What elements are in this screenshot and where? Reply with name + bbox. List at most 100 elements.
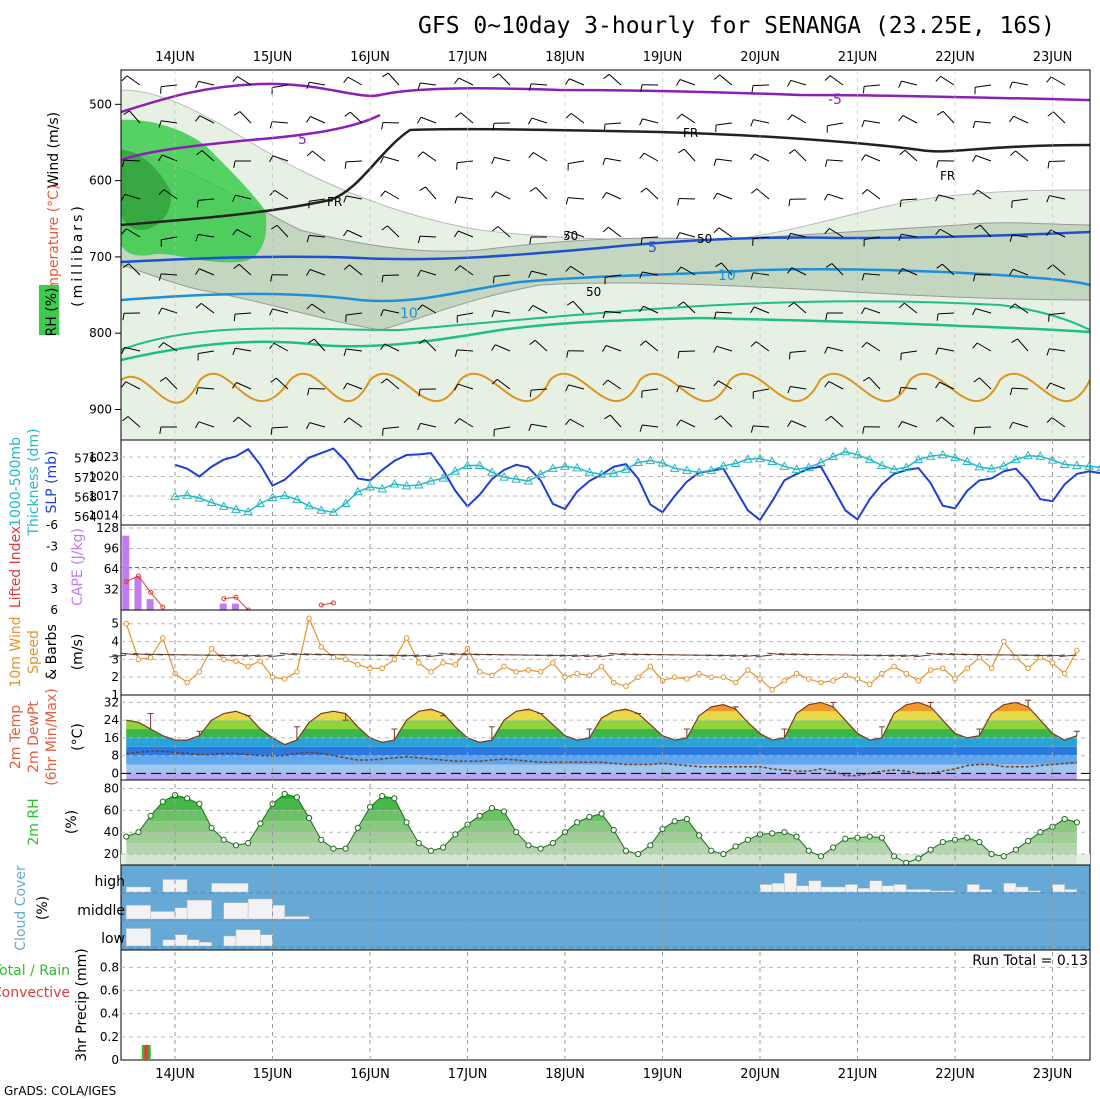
wind-barb-flag bbox=[158, 307, 163, 315]
wind-barb-flag bbox=[861, 273, 865, 281]
wind-barb bbox=[457, 383, 474, 390]
wind-barb-flag bbox=[270, 377, 277, 383]
cape-tick-label: 64 bbox=[104, 562, 119, 576]
wind-barb-flag bbox=[195, 234, 199, 242]
wind-barb-flag bbox=[195, 115, 201, 122]
wind-barb bbox=[309, 198, 326, 202]
wind-speed-point bbox=[1000, 638, 1007, 645]
wind-barb bbox=[198, 421, 215, 428]
wind-barb bbox=[642, 388, 659, 392]
cloud-high-bar bbox=[796, 885, 809, 893]
wind-barb-flag bbox=[861, 189, 868, 195]
wind-barb-10m bbox=[1046, 654, 1065, 657]
run-total: Run Total = 0.13 bbox=[972, 953, 1088, 969]
pressure-tick-label: 600 bbox=[89, 174, 112, 188]
rh-point bbox=[257, 820, 264, 827]
cloud-middle-bar bbox=[150, 911, 176, 920]
wind-barb-flag bbox=[566, 300, 574, 306]
thickness-point bbox=[450, 466, 461, 475]
wind-barb bbox=[459, 418, 474, 428]
rh-point bbox=[220, 836, 227, 843]
rh-humid-center bbox=[121, 150, 171, 230]
wind-barb bbox=[127, 416, 141, 428]
cloud-units-label: (%) bbox=[35, 896, 51, 920]
wind-barb bbox=[939, 381, 955, 390]
wind-barb bbox=[904, 302, 918, 314]
wind-barb-10m bbox=[559, 654, 578, 657]
wind-barb-flag bbox=[676, 232, 681, 240]
wind-barb-flag bbox=[640, 84, 643, 92]
wind-barb bbox=[346, 348, 363, 352]
wind-barb-flag bbox=[195, 387, 199, 395]
wind-speed-point bbox=[550, 660, 556, 666]
wind-barb bbox=[420, 82, 437, 86]
wind-barb bbox=[829, 75, 844, 86]
cloud-middle-bar bbox=[247, 898, 273, 920]
date-label: 18JUN bbox=[545, 1067, 585, 1082]
rh-point bbox=[842, 835, 849, 842]
wind-barb bbox=[533, 152, 548, 162]
wind-barb-flag bbox=[528, 83, 532, 91]
rh-point bbox=[574, 819, 581, 826]
wind-barb bbox=[161, 154, 178, 162]
date-label: 22JUN bbox=[935, 1067, 975, 1082]
wind-barb bbox=[460, 112, 474, 124]
cloud-high-bar bbox=[930, 890, 956, 893]
cross-section-panel: -5 5 FR FR FR 5 10 10 50 50 50 500 600 700… bbox=[39, 69, 1091, 441]
thickness-point bbox=[803, 462, 814, 471]
contour-label-50-c: 50 bbox=[586, 285, 601, 299]
wind-barb-flag bbox=[1047, 264, 1054, 270]
wind-barb-flag bbox=[418, 339, 425, 345]
wind-speed-point bbox=[915, 677, 922, 684]
thickness-point bbox=[1011, 454, 1021, 464]
wind-barb bbox=[605, 345, 622, 352]
wind-tick-label: 2 bbox=[111, 670, 119, 684]
wind-barb-flag bbox=[492, 73, 499, 79]
li-tick-label: 6 bbox=[50, 603, 58, 617]
cape-tick-label: 32 bbox=[104, 583, 119, 597]
wind-barb-flag bbox=[713, 346, 718, 353]
wind-barb-flag bbox=[861, 154, 866, 161]
wind-barb-flag bbox=[787, 386, 791, 394]
wind-barb-flag bbox=[972, 155, 977, 162]
thickness-point bbox=[474, 460, 485, 469]
wind-speed-point bbox=[318, 644, 325, 650]
wind-speed-point bbox=[1013, 654, 1019, 661]
wind-barb-flag bbox=[528, 270, 532, 278]
wind-speed-point bbox=[391, 656, 398, 663]
wind-barb-flag bbox=[343, 76, 349, 83]
wind-barb bbox=[345, 160, 363, 163]
wind-barb bbox=[901, 198, 918, 201]
thickness-point bbox=[1096, 464, 1100, 471]
wind-barb bbox=[531, 270, 548, 276]
wind-barb bbox=[716, 158, 733, 162]
wind-barb-flag bbox=[787, 80, 792, 87]
wind-barb-flag bbox=[899, 149, 906, 155]
thickness-point bbox=[523, 476, 534, 485]
wind-barb-flag bbox=[1009, 234, 1013, 242]
wind-barb bbox=[419, 235, 437, 238]
wind-barb-flag bbox=[565, 197, 569, 205]
wind-barb bbox=[457, 230, 474, 238]
wind-speed-point bbox=[184, 679, 190, 686]
wind-barb-10m bbox=[608, 652, 626, 656]
rh-point bbox=[781, 829, 788, 836]
wind-barb bbox=[198, 234, 215, 238]
wind-tick-label: 3 bbox=[111, 652, 119, 666]
rh-point bbox=[830, 844, 837, 851]
wind-speed-point bbox=[891, 663, 897, 670]
wind-barb-flag bbox=[898, 268, 903, 275]
rh-band bbox=[126, 832, 1077, 844]
wind-barb bbox=[457, 312, 474, 317]
wind-barb-flag bbox=[972, 189, 979, 196]
cloud-high-bar bbox=[126, 886, 151, 893]
wind-barb bbox=[866, 341, 881, 352]
date-label: 19JUN bbox=[643, 50, 683, 65]
wind-barb-flag bbox=[380, 190, 386, 197]
precip-units-label: 3hr Precip (mm) bbox=[74, 948, 90, 1061]
wind-barb-flag bbox=[1009, 388, 1013, 396]
wind-barb-10m bbox=[388, 654, 407, 657]
cloud-high-bar bbox=[759, 884, 773, 893]
wind-barb bbox=[938, 347, 955, 352]
rh-band bbox=[126, 843, 1077, 855]
